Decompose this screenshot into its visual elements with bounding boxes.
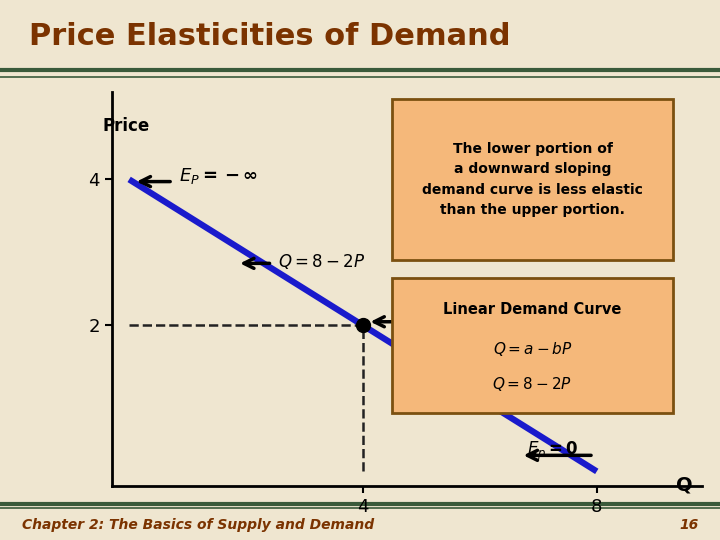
Text: 16: 16	[679, 518, 698, 531]
Text: Chapter 2: The Basics of Supply and Demand: Chapter 2: The Basics of Supply and Dema…	[22, 518, 374, 531]
Text: $\mathbf{\mathit{E}}_{\mathbf{\mathit{p}}}$$\mathbf{ = -1}$: $\mathbf{\mathit{E}}_{\mathbf{\mathit{p}…	[407, 307, 479, 330]
FancyBboxPatch shape	[392, 278, 672, 413]
Text: $\mathbf{\mathit{Q = 8 - 2P}}$: $\mathbf{\mathit{Q = 8 - 2P}}$	[278, 252, 365, 271]
Text: Price: Price	[103, 117, 150, 136]
Text: Price Elasticities of Demand: Price Elasticities of Demand	[29, 22, 510, 51]
FancyBboxPatch shape	[392, 99, 672, 260]
Text: The lower portion of
a downward sloping
demand curve is less elastic
than the up: The lower portion of a downward sloping …	[422, 141, 643, 217]
Text: Q: Q	[676, 475, 693, 494]
Text: $\mathbf{\mathit{E}}_{\mathbf{\mathit{p}}}$$\mathbf{ = 0}$: $\mathbf{\mathit{E}}_{\mathbf{\mathit{p}…	[526, 440, 578, 463]
Text: Linear Demand Curve: Linear Demand Curve	[444, 302, 621, 317]
Text: $\mathbf{\mathit{Q = 8 - 2P}}$: $\mathbf{\mathit{Q = 8 - 2P}}$	[492, 375, 572, 393]
Text: $\mathbf{\mathit{E}}_{\mathbf{\mathit{P}}}$$\mathbf{ = - \infty}$: $\mathbf{\mathit{E}}_{\mathbf{\mathit{P}…	[179, 166, 258, 186]
Text: $\mathbf{\mathit{Q = a - bP}}$: $\mathbf{\mathit{Q = a - bP}}$	[492, 340, 572, 359]
